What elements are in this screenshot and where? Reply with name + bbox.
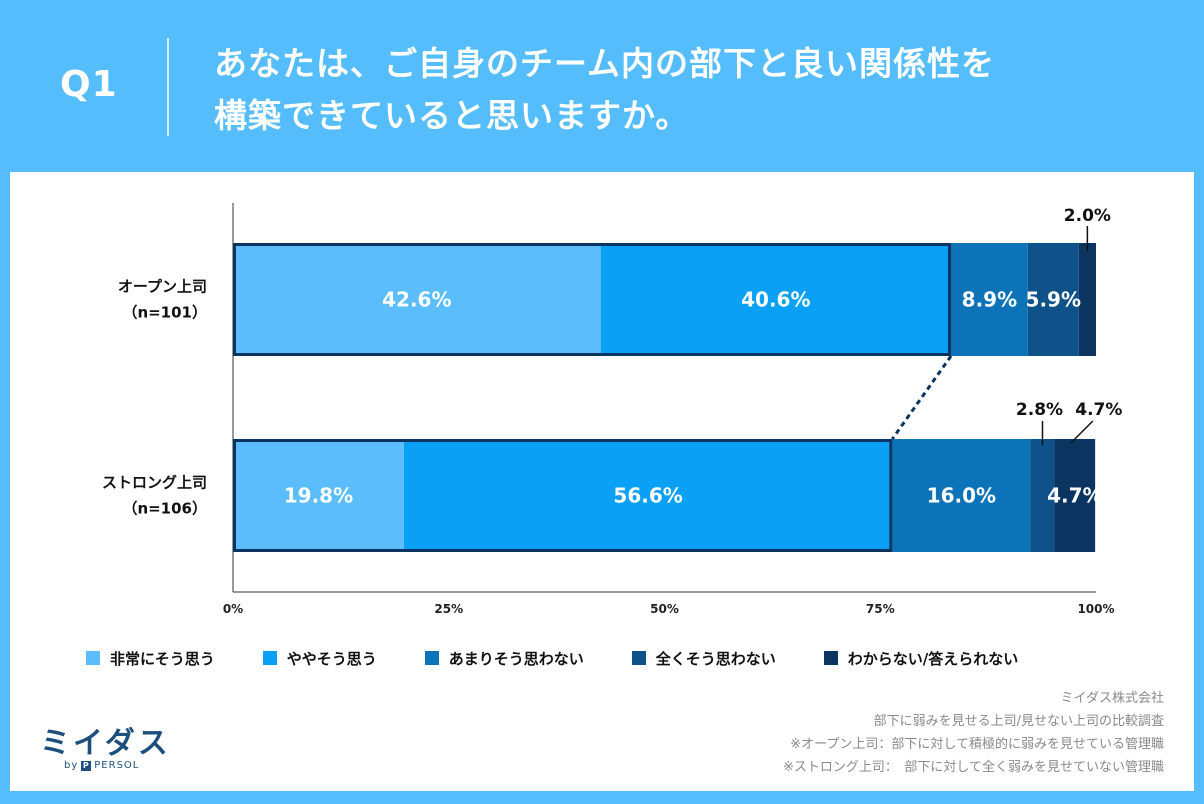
row-label: ストロング上司 (102, 474, 207, 492)
bar-segment (892, 439, 1031, 552)
legend-swatch (823, 651, 838, 665)
bar-segment (1030, 439, 1055, 552)
question-number: Q1 (60, 64, 118, 105)
bar-segment (233, 243, 601, 356)
footer-company: ミイダス株式会社 (1060, 691, 1164, 706)
legend-label: あまりそう思わない (448, 649, 584, 668)
footer-note-strong: ※ストロング上司： 部下に対して全く弱みを見せていない管理職 (782, 760, 1164, 775)
x-tick-label: 50% (650, 602, 679, 616)
legend-item: あまりそう思わない (424, 648, 584, 669)
bar-segment (403, 439, 893, 552)
chart-legend: 非常にそう思う ややそう思う あまりそう思わない 全くそう思わない わからない/答えられ… (86, 645, 1066, 671)
legend-swatch (86, 651, 100, 665)
row-label: オープン上司 (118, 278, 207, 296)
x-tick-label: 100% (1077, 602, 1114, 616)
question-title-line1: あなたは、ご自身のチーム内の部下と良い関係性を (214, 44, 996, 83)
agree-highlight-outline (233, 243, 952, 356)
logo-by: by (64, 760, 79, 771)
row-sample-size: （n=101） (122, 304, 207, 322)
logo-byline: by P PERSOL (64, 760, 171, 771)
logo-company: PERSOL (94, 760, 140, 771)
header: Q1 あなたは、ご自身のチーム内の部下と良い関係性を 構築できていると思いますか… (0, 0, 1204, 172)
legend-label: 非常にそう思う (110, 649, 215, 668)
callout-label: 4.7% (1075, 400, 1122, 420)
x-tick-label: 0% (223, 602, 243, 616)
data-label: 19.8% (284, 484, 353, 508)
footer-note-open: ※オープン上司：部下に対して積極的に弱みを見せている管理職 (790, 737, 1164, 752)
legend-label: ややそう思う (286, 649, 377, 668)
bar-segment (1054, 439, 1096, 552)
question-title: あなたは、ご自身のチーム内の部下と良い関係性を 構築できていると思いますか。 (214, 38, 1174, 142)
bar-segment (1027, 243, 1079, 356)
callout-line (1070, 420, 1094, 444)
legend-item: ややそう思う (262, 648, 377, 669)
data-label: 16.0% (927, 484, 996, 508)
bar-segment (600, 243, 952, 356)
legend-label: 全くそう思わない (655, 649, 776, 668)
legend-item: 非常にそう思う (86, 648, 215, 669)
agree-connector-dotted (891, 355, 953, 440)
legend-label: わからない/答えられない (847, 649, 1019, 668)
bar-segment (1078, 243, 1096, 356)
x-tick-label: 75% (866, 602, 895, 616)
footer-survey-title: 部下に弱みを見せる上司/見せない上司の比較調査 (873, 714, 1164, 729)
header-divider (167, 38, 169, 136)
legend-swatch (424, 651, 439, 665)
x-tick-label: 25% (434, 602, 463, 616)
agree-highlight-outline (233, 439, 893, 552)
persol-mark: P (81, 760, 92, 771)
footer-notes: ミイダス株式会社 部下に弱みを見せる上司/見せない上司の比較調査 ※オープン上司… (783, 687, 1164, 779)
data-label: 40.6% (741, 288, 810, 312)
legend-item: わからない/答えられない (823, 648, 1019, 669)
data-label: 5.9% (1026, 288, 1081, 312)
data-label: 8.9% (962, 288, 1017, 312)
question-title-line2: 構築できていると思いますか。 (214, 96, 690, 135)
logo-brand: ミイダス (40, 726, 171, 761)
bar-segment (233, 439, 404, 552)
data-label: 4.7% (1047, 484, 1102, 508)
callout-label: 2.0% (1064, 206, 1111, 226)
row-sample-size: （n=106） (122, 500, 207, 518)
legend-item: 全くそう思わない (631, 648, 776, 669)
bar-segment (951, 243, 1028, 356)
callout-label: 2.8% (1016, 400, 1063, 420)
legend-swatch (262, 651, 277, 665)
data-label: 56.6% (613, 484, 682, 508)
legend-swatch (631, 651, 646, 665)
midas-logo: ミイダス by P PERSOL (40, 726, 171, 772)
data-label: 42.6% (382, 288, 451, 312)
